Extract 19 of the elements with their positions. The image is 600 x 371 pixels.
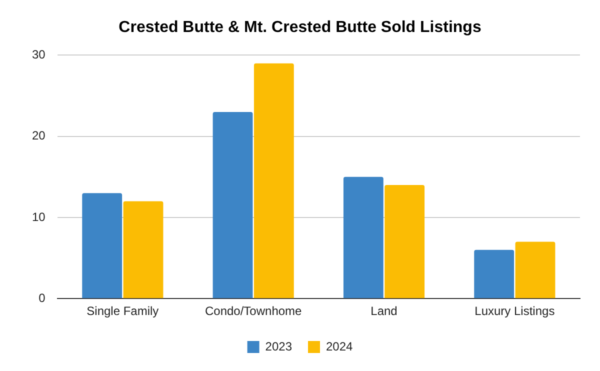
bar [82,193,122,298]
bar [212,112,253,298]
y-tick-label: 20 [32,128,46,143]
x-tick-label: Luxury Listings [474,304,555,318]
bar [343,176,384,298]
legend-label: 2023 [265,339,292,354]
y-tick-label: 0 [38,290,46,305]
x-tick-label: Single Family [86,304,159,318]
legend-label: 2024 [326,339,354,354]
bar [254,63,294,298]
y-tick-label: 10 [32,210,46,224]
bar [515,242,556,298]
x-tick-label: Condo/Townhome [204,304,302,318]
bar [474,250,514,298]
x-tick-label: Land [370,304,398,318]
y-tick-label: 30 [32,48,46,62]
bar [123,201,164,298]
bar [384,185,425,298]
chart-title: Crested Butte & Mt. Crested Butte Sold Listings [118,19,482,36]
